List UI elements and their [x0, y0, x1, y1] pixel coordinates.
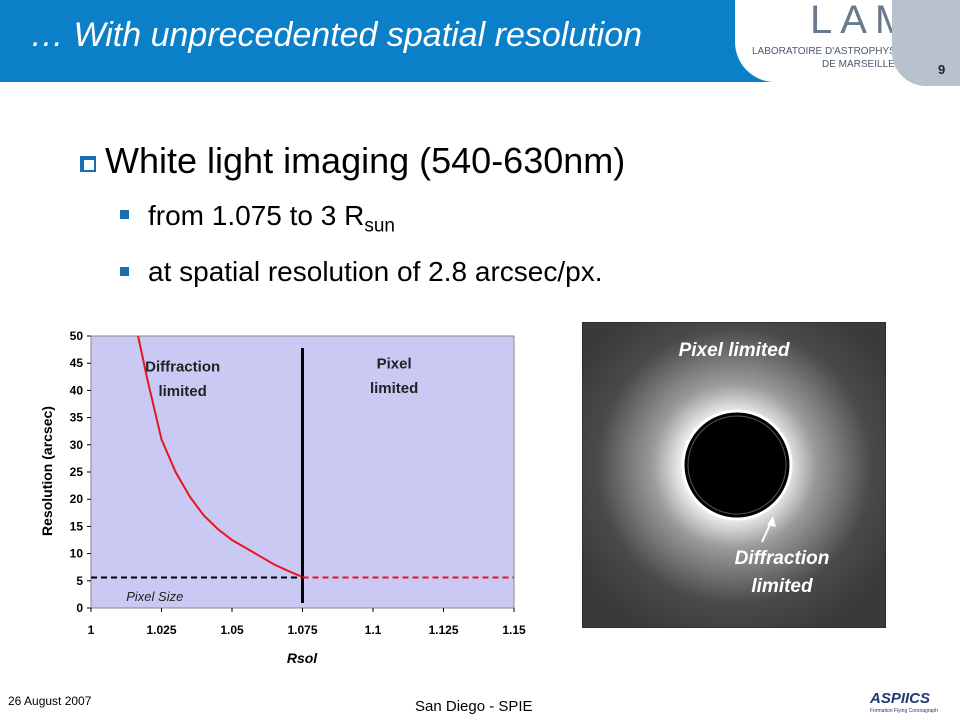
series-line: [137, 335, 303, 578]
x-tick-label: 1.075: [287, 623, 317, 637]
logo-line: LABORATOIRE D'ASTROPHYSIQUE: [752, 46, 921, 57]
y-tick-label: 45: [70, 356, 84, 370]
bullet-icon: [120, 210, 129, 219]
y-tick-label: 50: [70, 329, 84, 343]
bullet: from 1.075 to 3 Rsun: [148, 200, 395, 238]
image-label: Diffraction: [735, 548, 830, 569]
annotation: Pixel Size: [126, 589, 183, 604]
bullet-icon: [120, 267, 129, 276]
x-tick-label: 1: [88, 623, 95, 637]
corona-image: Pixel limited Diffraction limited: [582, 322, 886, 628]
y-tick-label: 25: [70, 465, 84, 479]
bullet: at spatial resolution of 2.8 arcsec/px.: [148, 256, 603, 287]
subscript: sun: [364, 215, 395, 237]
x-tick-label: 1.125: [428, 623, 458, 637]
footer-venue: San Diego - SPIE: [415, 698, 533, 715]
x-tick-label: 1.1: [365, 623, 382, 637]
y-tick-label: 0: [76, 601, 83, 615]
y-tick-label: 30: [70, 438, 84, 452]
bullet-icon: [80, 156, 96, 172]
logo-line: DE MARSEILLE: [822, 59, 895, 70]
y-tick-label: 10: [70, 547, 84, 561]
page-number: 9: [938, 62, 946, 77]
image-label: limited: [751, 576, 813, 597]
x-tick-label: 1.05: [220, 623, 244, 637]
annotation: limited: [370, 380, 418, 397]
image-label: Pixel limited: [679, 340, 790, 361]
arrow-head: [767, 516, 776, 527]
y-tick-label: 35: [70, 411, 84, 425]
annotation: limited: [158, 383, 206, 400]
y-tick-label: 5: [76, 574, 83, 588]
footer-logo: ASPIICS: [870, 690, 931, 707]
disk: [687, 415, 787, 515]
y-tick-label: 40: [70, 383, 84, 397]
x-axis-label: Rsol: [287, 650, 318, 666]
y-axis-label: Resolution (arcsec): [39, 406, 55, 536]
slide-title: … With unprecedented spatial resolution: [30, 16, 643, 54]
y-tick-label: 15: [70, 519, 84, 533]
logo-emblem: [892, 0, 960, 86]
x-tick-label: 1.15: [502, 623, 526, 637]
x-tick-label: 1.025: [146, 623, 176, 637]
y-tick-label: 20: [70, 492, 84, 506]
chart: Rsol Resolution (arcsec) 0 5 10 15 20 25 30 35 4…: [30, 310, 548, 672]
footer-tagline: Formation Flying Coronagraph: [870, 708, 938, 714]
bullet: White light imaging (540-630nm): [105, 140, 626, 181]
footer-date: 26 August 2007: [8, 694, 92, 708]
annotation: Diffraction: [145, 358, 220, 375]
annotation: Pixel: [377, 356, 412, 373]
logo-name: LAM: [810, 0, 917, 42]
bullet-text: from 1.075 to 3 R: [148, 200, 365, 231]
